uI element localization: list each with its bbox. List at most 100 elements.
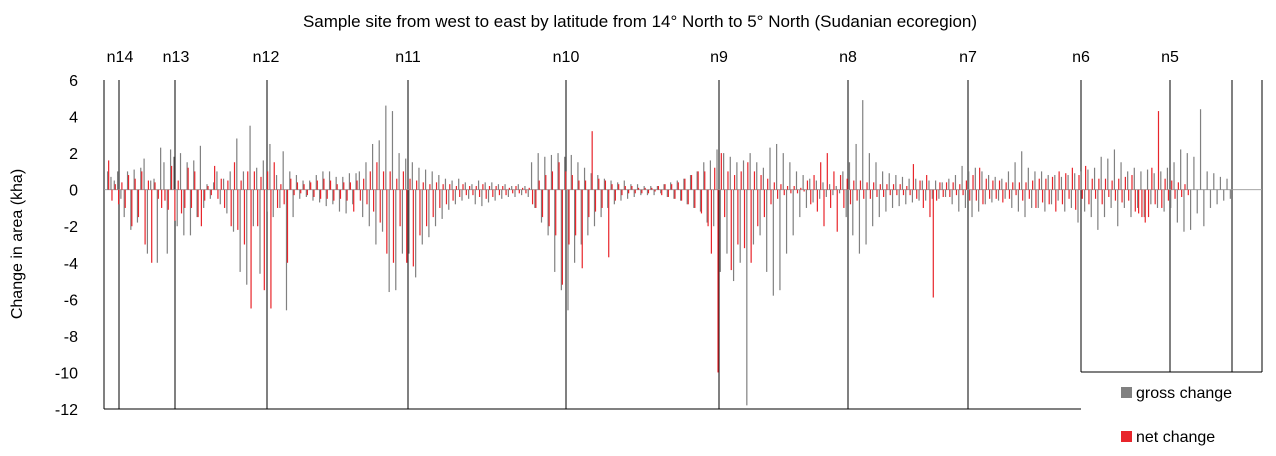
gross-change-bar (643, 186, 645, 190)
net-change-bar (757, 189, 759, 227)
net-change-bar (369, 171, 371, 190)
net-change-bar (690, 175, 693, 190)
net-change-bar (270, 189, 272, 309)
net-change-bar (353, 189, 355, 212)
gross-change-bar (723, 153, 725, 190)
gross-change-bar (521, 189, 523, 196)
gross-change-bar (395, 189, 397, 291)
net-change-bar (127, 175, 130, 190)
gross-change-bar (1127, 171, 1129, 190)
gross-change-bar (593, 189, 596, 227)
net-change-bar (704, 171, 706, 190)
net-change-bar (442, 184, 444, 190)
gross-change-bar (1060, 176, 1063, 190)
gross-change-bar (275, 175, 278, 190)
gross-change-bar (428, 189, 430, 238)
gross-change-bar (133, 169, 135, 190)
net-change-bar (909, 189, 911, 196)
gross-change-bar (891, 189, 894, 208)
gross-change-bar (627, 189, 629, 199)
net-change-bar (717, 189, 719, 373)
latitude-band-labels: n14 n13 n12 n11 n10 n9 n8 n7 n6 n5 (107, 49, 1179, 66)
net-change-bar (747, 162, 749, 190)
gross-change-bar (742, 160, 745, 190)
gross-change-bar (590, 173, 592, 190)
net-change-bar (992, 180, 994, 190)
gross-change-bar (792, 189, 794, 236)
net-change-bar (866, 182, 868, 190)
gross-change-bar (1107, 158, 1109, 190)
net-change-bar (1002, 189, 1004, 203)
net-change-bar (485, 189, 487, 199)
y-tick-label: 6 (69, 73, 78, 90)
gross-change-bar (368, 189, 370, 227)
gross-change-bar (610, 180, 612, 190)
gross-change-bar (173, 156, 175, 190)
net-change-bar (1111, 180, 1113, 190)
net-change-bar (429, 184, 431, 190)
net-change-bar (661, 189, 663, 196)
gross-change-bar (266, 189, 268, 212)
gross-change-bar (961, 165, 963, 190)
gross-change-bar (299, 189, 301, 199)
net-change-bar (505, 189, 507, 196)
gross-change-bar (938, 189, 940, 199)
net-change-bar (200, 189, 202, 227)
net-change-bar (836, 189, 838, 232)
net-change-bar (250, 189, 252, 309)
net-change-bar (422, 182, 424, 190)
net-change-bar (955, 189, 958, 196)
net-change-bar (873, 182, 875, 190)
net-change-bar (1088, 189, 1090, 205)
gross-change-bar (120, 189, 122, 199)
gross-change-bar (868, 153, 870, 190)
net-change-bar (154, 182, 156, 190)
net-change-bar (452, 189, 454, 201)
gross-change-bar (931, 189, 933, 199)
gross-change-bar (766, 189, 768, 272)
gross-change-bar (262, 160, 264, 190)
gross-change-bar (776, 143, 778, 190)
net-change-bar (1128, 189, 1130, 201)
gross-change-bar (1199, 109, 1202, 190)
gross-change-bar (1133, 167, 1135, 190)
gross-change-bar (289, 171, 291, 190)
gross-change-bar (974, 167, 976, 190)
net-change-bar (1008, 189, 1011, 199)
gross-change-bar (1090, 189, 1092, 218)
net-change-bar (177, 180, 179, 190)
net-change-bar (522, 187, 524, 190)
gross-change-bar (1097, 189, 1099, 230)
gross-change-bar (1050, 189, 1053, 205)
gross-change-bar (855, 143, 857, 190)
net-change-bar (478, 189, 481, 197)
gross-change-bar (709, 160, 711, 190)
gross-change-bar (269, 143, 271, 190)
net-change-bar (793, 186, 795, 190)
gross-change-bar (107, 171, 109, 190)
net-change-bar (899, 184, 901, 190)
gross-change-bar (530, 162, 533, 190)
net-change-bar (1005, 182, 1007, 190)
gross-change-bar (882, 171, 884, 190)
gross-change-bar (570, 154, 572, 190)
gross-change-bar (660, 189, 662, 194)
gross-change-bar (295, 175, 298, 190)
gross-change-bar (537, 153, 539, 190)
gross-change-bar (540, 189, 543, 223)
gross-change-bar (812, 189, 814, 203)
gross-change-bar (1216, 189, 1218, 205)
gross-change-bar (835, 186, 837, 190)
gross-change-bar (156, 189, 158, 263)
gross-change-bar (332, 189, 334, 205)
net-change-bar (985, 178, 987, 190)
net-change-bar (1015, 189, 1017, 196)
gross-change-bar (1087, 169, 1089, 190)
y-tick-label: -2 (64, 219, 78, 236)
net-change-bar (727, 171, 729, 190)
gross-change-bar (1074, 173, 1076, 190)
net-change-bar (578, 180, 580, 190)
gross-change-bar (583, 167, 586, 190)
gross-change-bar (365, 162, 367, 190)
gross-change-bar (954, 175, 957, 190)
